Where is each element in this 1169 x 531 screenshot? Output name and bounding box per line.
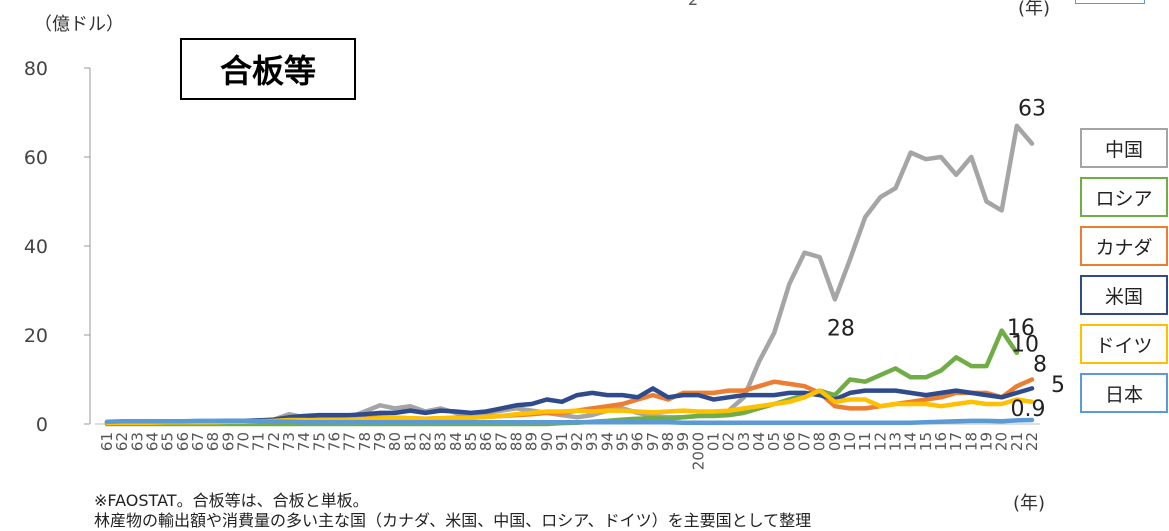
x-tick-label: 93 — [583, 432, 601, 451]
x-tick-label: 85 — [462, 432, 480, 451]
x-tick-label: 13 — [887, 432, 905, 451]
x-tick-label: 21 — [1008, 432, 1026, 451]
data-label-16: 16 — [1007, 316, 1035, 341]
legend-item-germany: ドイツ — [1080, 324, 1168, 364]
x-tick-label: 14 — [902, 432, 920, 451]
x-tick-label: 76 — [325, 432, 343, 451]
y-tick-label: 60 — [24, 147, 48, 169]
x-tick-label: 17 — [947, 432, 965, 451]
x-tick-label: 22 — [1023, 432, 1041, 451]
x-tick-label: 18 — [962, 432, 980, 451]
x-tick-label: 64 — [143, 432, 161, 451]
data-label-28: 28 — [827, 316, 855, 341]
x-tick-label: 07 — [796, 432, 814, 451]
x-tick-label: 90 — [538, 432, 556, 451]
x-tick-label: 19 — [978, 432, 996, 451]
x-tick-label: 66 — [174, 432, 192, 451]
series-line-5 — [104, 417, 1035, 425]
legend-item-china: 中国 — [1080, 128, 1168, 168]
x-tick-label: 72 — [265, 432, 283, 451]
x-tick-label: 09 — [826, 432, 844, 451]
x-tick-label: 70 — [234, 432, 252, 451]
series-lines — [104, 123, 1035, 427]
x-tick-label: 87 — [492, 432, 510, 451]
x-tick-label: 63 — [128, 432, 146, 451]
x-tick-label: 06 — [780, 432, 798, 451]
x-tick-label: 08 — [811, 432, 829, 451]
x-tick-label: 11 — [856, 432, 874, 451]
x-tick-label: 89 — [523, 432, 541, 451]
x-tick-label: 75 — [310, 432, 328, 451]
x-tick-label: 82 — [416, 432, 434, 451]
x-tick-label: 78 — [356, 432, 374, 451]
source-note: ※FAOSTAT。合板等は、合板と単板。 — [94, 491, 369, 510]
x-tick-label: 2000 — [689, 432, 707, 470]
y-axis-unit-label: （億ドル） — [34, 14, 124, 35]
data-label-8: 8 — [1033, 352, 1047, 377]
data-label-0-9: 0.9 — [1011, 397, 1046, 422]
x-tick-label: 16 — [932, 432, 950, 451]
x-tick-label: 80 — [386, 432, 404, 451]
data-label-10: 10 — [1011, 333, 1039, 358]
legend-item-usa: 米国 — [1080, 275, 1168, 315]
x-tick-label: 20 — [993, 432, 1011, 451]
x-tick-label: 73 — [280, 432, 298, 451]
x-tick-label: 04 — [750, 432, 768, 451]
source-note-detail: 林産物の輸出額や消費量の多い主な国（カナダ、米国、中国、ロシア、ドイツ）を主要国… — [94, 511, 812, 530]
x-tick-label: 65 — [159, 432, 177, 451]
x-tick-label: 67 — [189, 432, 207, 451]
x-tick-label: 92 — [568, 432, 586, 451]
x-tick-label: 05 — [765, 432, 783, 451]
x-tick-label: 12 — [871, 432, 889, 451]
x-tick-label: 77 — [341, 432, 359, 451]
x-axis: 6162636465666768697071727374757677787980… — [95, 423, 1041, 470]
x-tick-label: 88 — [507, 432, 525, 451]
y-tick-label: 80 — [24, 58, 48, 80]
x-tick-label: 69 — [219, 432, 237, 451]
x-tick-label: 68 — [204, 432, 222, 451]
series-line-0 — [104, 123, 1035, 426]
x-tick-label: 62 — [113, 432, 131, 451]
x-tick-label: 74 — [295, 432, 313, 451]
x-tick-label: 95 — [614, 432, 632, 451]
legend-item-japan: 日本 — [1080, 373, 1168, 413]
x-tick-label: 94 — [598, 432, 616, 451]
legend-item-canada: カナダ — [1080, 226, 1168, 266]
y-tick-label: 20 — [24, 325, 48, 347]
y-tick-label: 40 — [24, 236, 48, 258]
x-tick-label: 71 — [250, 432, 268, 451]
x-tick-label: 97 — [644, 432, 662, 451]
x-tick-label: 83 — [432, 432, 450, 451]
year-label-top: (年) — [1018, 0, 1051, 19]
x-tick-label: 15 — [917, 432, 935, 451]
legend: 中国 ロシア カナダ 米国 ドイツ 日本 — [1080, 128, 1168, 422]
chart-title: 合板等 — [180, 38, 356, 100]
x-tick-label: 79 — [371, 432, 389, 451]
x-tick-label: 02 — [720, 432, 738, 451]
x-axis-year-label: (年) — [1013, 493, 1046, 514]
data-label-63: 63 — [1018, 97, 1046, 122]
x-tick-label: 81 — [401, 432, 419, 451]
y-axis: 0 20 40 60 80 — [24, 58, 91, 436]
cropped-legend-box — [1075, 0, 1145, 4]
x-tick-label: 10 — [841, 432, 859, 451]
x-tick-label: 01 — [705, 432, 723, 451]
x-tick-label: 96 — [629, 432, 647, 451]
x-tick-label: 84 — [447, 432, 465, 451]
x-tick-label: 61 — [98, 432, 116, 451]
x-tick-label: 86 — [477, 432, 495, 451]
legend-item-russia: ロシア — [1080, 177, 1168, 217]
x-tick-label: 98 — [659, 432, 677, 451]
stray-top-text: 2 — [688, 0, 698, 9]
x-tick-label: 03 — [735, 432, 753, 451]
y-tick-label: 0 — [36, 414, 48, 436]
x-tick-label: 91 — [553, 432, 571, 451]
x-tick-label: 99 — [674, 432, 692, 451]
data-label-5: 5 — [1051, 373, 1065, 398]
